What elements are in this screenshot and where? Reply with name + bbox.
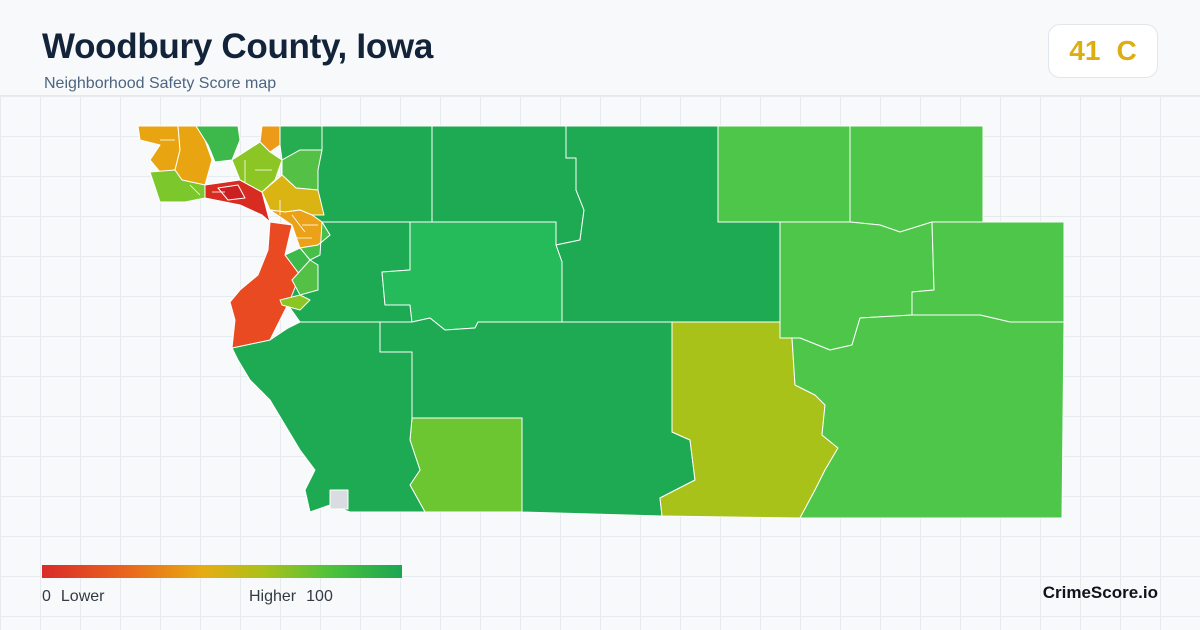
map-region-west-green[interactable] (149, 169, 206, 203)
map-region-northeast-1[interactable] (717, 125, 851, 223)
map-region-north-central-west[interactable] (311, 125, 433, 223)
map-region-east[interactable] (911, 221, 1065, 323)
legend-min-value: 0 (42, 588, 51, 605)
map-region-north-mid[interactable] (231, 141, 283, 193)
page-subtitle: Neighborhood Safety Score map (44, 75, 277, 92)
map-region-southwest-river[interactable] (231, 321, 426, 513)
map-region-north-orange[interactable] (259, 125, 281, 153)
legend-min-label: Lower (60, 588, 105, 605)
score-badge: 41 C (1048, 24, 1158, 78)
legend-max-label: Higher (249, 588, 297, 605)
score-grade: C (1116, 35, 1137, 66)
map-region-northeast-2[interactable] (849, 125, 984, 233)
map-region-no-data[interactable] (329, 489, 349, 510)
header-divider (0, 95, 1200, 96)
map-region-south-small[interactable] (409, 417, 523, 513)
score-value: 41 (1069, 35, 1101, 66)
page-title: Woodbury County, Iowa (42, 27, 433, 66)
map-region-south-urban-lime[interactable] (279, 294, 311, 311)
map-region-west-orange-1[interactable] (137, 125, 181, 173)
legend-high: Higher 100 (249, 588, 333, 606)
legend-color-scale (42, 565, 402, 578)
map-region-downtown-core[interactable] (217, 184, 246, 201)
legend-max-value: 100 (306, 588, 333, 605)
map-region-south-urban-green-2[interactable] (291, 259, 319, 296)
map-region-southeast[interactable] (779, 314, 1065, 519)
urban-tract-lines (160, 139, 318, 239)
brand-label[interactable]: CrimeScore.io (1042, 583, 1158, 602)
legend-low: 0 Lower (42, 588, 104, 606)
